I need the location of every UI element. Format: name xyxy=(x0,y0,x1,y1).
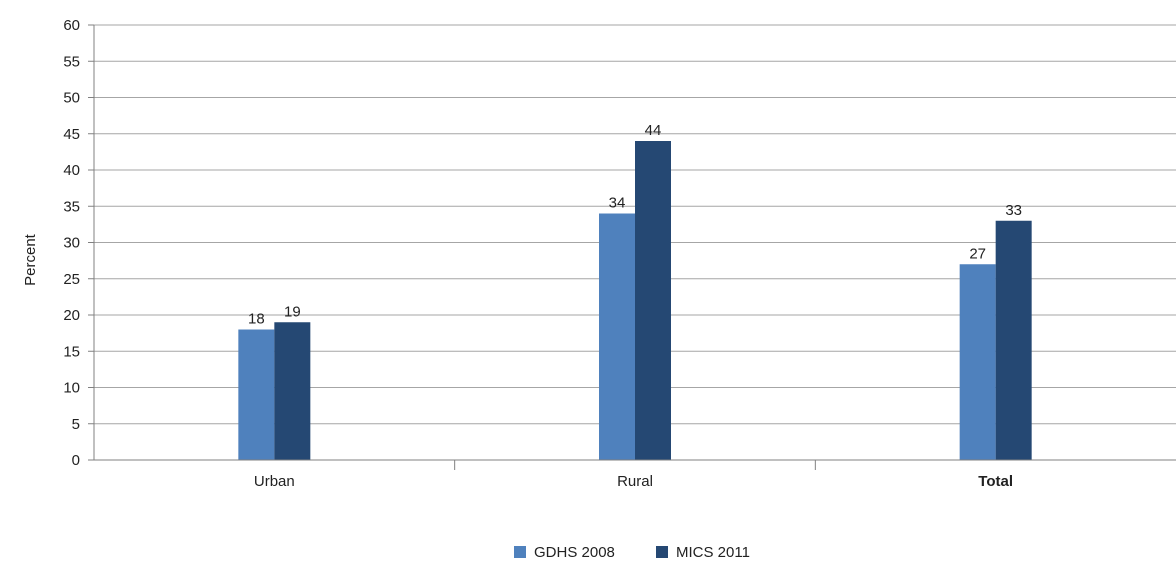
legend-label: MICS 2011 xyxy=(676,544,750,561)
bars: 18 19 34 44 27 33 xyxy=(238,122,1032,460)
data-label: 27 xyxy=(969,245,986,262)
data-label: 19 xyxy=(284,303,301,320)
bar xyxy=(635,141,671,460)
bar xyxy=(959,264,996,460)
y-tick-label: 15 xyxy=(63,343,80,360)
x-tick-label: Rural xyxy=(617,473,653,490)
y-tick-label: 0 xyxy=(72,452,80,469)
bar xyxy=(599,213,635,460)
legend-label: GDHS 2008 xyxy=(534,544,615,561)
data-label: 34 xyxy=(609,195,626,212)
legend: GDHS 2008 MICS 2011 xyxy=(514,544,750,561)
data-label: 18 xyxy=(248,311,265,328)
bar xyxy=(238,329,275,460)
data-label: 44 xyxy=(645,122,662,139)
y-tick-label: 45 xyxy=(63,126,80,143)
y-tick-label: 10 xyxy=(63,380,80,397)
x-axis: Urban Rural Total xyxy=(94,459,1176,490)
bar xyxy=(274,322,311,460)
y-tick-label: 60 xyxy=(63,17,80,34)
legend-swatch xyxy=(656,546,668,558)
y-tick-label: 5 xyxy=(72,416,80,433)
data-label: 33 xyxy=(1005,202,1022,219)
x-tick-label: Urban xyxy=(254,473,295,490)
legend-swatch xyxy=(514,546,526,558)
y-tick-label: 55 xyxy=(63,53,80,70)
x-tick-label: Total xyxy=(978,473,1013,490)
y-tick-label: 30 xyxy=(63,235,80,252)
y-tick-label: 40 xyxy=(63,162,80,179)
y-axis-label: Percent xyxy=(22,233,39,286)
y-axis: 0 5 10 15 20 25 30 35 40 45 50 55 60 xyxy=(63,17,95,469)
y-tick-label: 35 xyxy=(63,198,80,215)
y-tick-label: 25 xyxy=(63,271,80,288)
y-tick-label: 20 xyxy=(63,307,80,324)
bar xyxy=(995,220,1032,460)
y-tick-label: 50 xyxy=(63,90,80,107)
